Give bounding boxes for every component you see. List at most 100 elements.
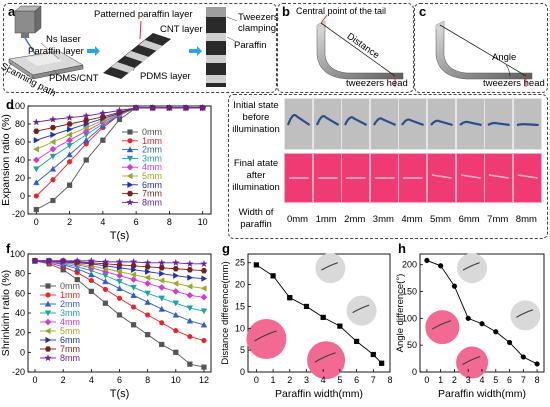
chart-d-point [99,109,107,117]
panel-letter-a: a [8,4,16,19]
chart-f-point [159,341,165,348]
chart-f-point [144,274,151,281]
chart-f-point [45,256,53,265]
chart-d-point [32,118,41,126]
chart-h-point [424,257,430,264]
final-strip-3mm [374,177,395,179]
chart-g-point [320,314,326,320]
chart-f-legend-marker [44,310,52,317]
final-strip-7mm [489,174,509,179]
chart-f-point [200,321,208,328]
row-label-width: Width of paraffin [238,207,274,230]
chart-h-ytick-label: 100 [402,313,417,323]
final-photo-3mm [369,153,399,203]
chart-d-legend-marker [126,172,133,180]
distance-line [320,22,396,77]
chart-f-legend-label: 5mm [60,326,80,336]
chart-f-point [187,333,193,340]
chart-f-point [200,259,208,268]
chart-g-ytick-label: 25 [235,258,245,268]
final-photo-1mm [312,153,342,203]
chart-d-point [49,145,57,153]
chart-f-xlabel: T(s) [110,388,130,400]
chart-f-point [200,293,208,301]
chart-f-point [186,291,194,299]
chart-h-xtick-label: 6 [507,375,512,385]
chart-d-legend-label: 8mm [142,197,162,207]
chart-d-ytick-label: 20 [15,173,25,183]
chart-f-point [201,275,208,282]
chart-h-xtick-label: 5 [493,375,498,385]
chart-f-shrinking: 0 2 4 6 8 10 12 -20 0 20 40 60 80 100 T(s) Shrinkinh ra… [0,249,212,400]
chart-g-point [353,338,360,345]
chart-h-ytick-label: 50 [407,340,417,350]
chart-f-point [130,271,137,278]
panel-e-frame [228,94,548,239]
chart-d-point [32,156,40,164]
panel-letter-f: f [6,241,11,256]
chart-f-legend-marker [44,327,51,335]
chart-f-point [102,300,109,306]
label-tweezers-clamping: Tweezers clamping [238,12,279,34]
chart-d-legend-marker [127,138,133,144]
chart-d-point [82,124,89,131]
label-pdms-cnt: PDMS/CNT [49,73,99,84]
chart-f-point [201,364,207,370]
chart-d-point [33,136,40,144]
chart-f-legend-label: 1mm [60,290,80,300]
initial-photo-7mm [484,98,514,150]
chart-h-xtick-label: 0 [424,375,429,385]
panel-c-schematic [435,20,533,87]
panel-letter-c: c [419,4,427,19]
chart-g-inset-photo-3 [307,341,346,380]
chart-h-point [506,339,513,346]
initial-strip-7mm [487,121,510,127]
width-label-3mm: 3mm [372,214,394,225]
width-label-0mm: 0mm [286,214,309,225]
chart-f-point [116,285,123,292]
chart-f-point [158,265,165,271]
bent-strip [316,20,404,80]
chart-f-point [144,298,151,305]
chart-f-point [172,311,180,318]
final-strip-8mm [517,174,538,179]
chart-g-point [370,351,376,358]
chart-f-point [145,268,151,275]
panel-letter-g: g [222,241,230,256]
chart-g-inset-photo-2 [246,318,287,359]
chart-g-ytick-label: 5 [240,345,245,355]
chart-f-point [102,286,109,293]
chart-d-ytick-label: -20 [12,209,25,219]
chart-f-ytick-label: 80 [15,269,25,279]
chart-f-point [115,257,124,266]
chart-d-ytick-label: 40 [15,155,25,165]
panel-a-frame [3,3,277,93]
panel-b-schematic [316,14,404,87]
flow-arrow-1 [87,46,100,56]
chart-f-point [200,308,208,315]
label-pdms-layer: PDMS layer [140,71,191,82]
initial-strip-1mm [315,115,339,126]
chart-d-legend-label: 0mm [142,127,162,137]
chart-g-ytick-label: 15 [235,301,245,311]
chart-d-point [66,131,73,139]
chart-d-point [49,124,57,131]
chart-d-point [165,103,174,112]
chart-f-point [158,295,165,302]
initial-photo-4mm [398,98,428,150]
panel-a-schematic [4,5,238,87]
chart-h-point [451,283,458,289]
label-tweezers-head-b: tweezers head [346,78,408,89]
chart-f-legend-marker [45,292,51,298]
chart-g-point [287,295,293,301]
chart-g-xtick-label: 2 [287,375,292,385]
chart-f-point [144,280,152,287]
chart-f-point [145,332,151,338]
chart-g-inset-photo-0 [315,253,346,284]
initial-photo-8mm [512,98,542,150]
chart-d-point [49,138,56,146]
chart-d-point [33,193,39,199]
chart-f-legend-marker [44,346,52,352]
chart-g-point [253,262,259,268]
chart-f-point [129,257,138,266]
